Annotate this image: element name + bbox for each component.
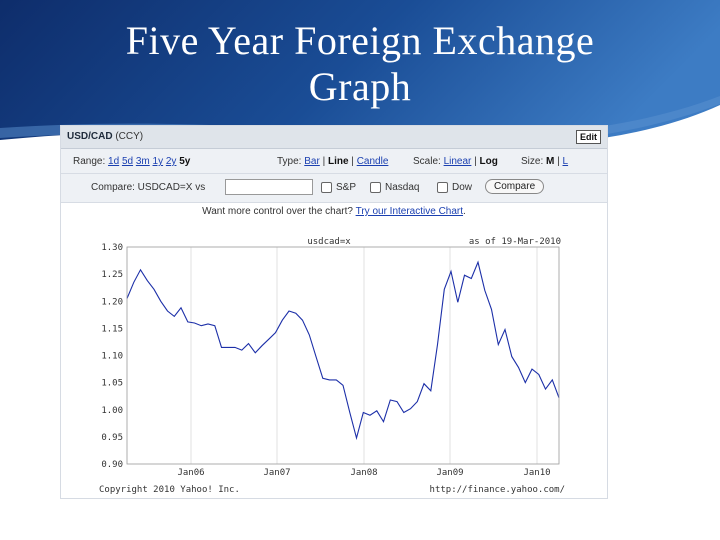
y-tick-label: 1.25 bbox=[101, 270, 123, 280]
y-axis-ticks: 1.30 1.25 1.20 1.15 1.10 1.05 1.00 0.95 0.90 bbox=[101, 243, 123, 470]
interactive-chart-promo: Want more control over the chart? Try ou… bbox=[61, 203, 607, 221]
symbol-title: USD/CAD (CCY) bbox=[67, 131, 143, 142]
type-line-selected: Line bbox=[327, 156, 349, 167]
range-3m-link[interactable]: 3m bbox=[135, 156, 150, 167]
y-tick-label: 1.20 bbox=[101, 297, 123, 307]
y-tick-label: 0.90 bbox=[101, 460, 123, 470]
size-l-link[interactable]: L bbox=[562, 156, 569, 167]
plot-area-border bbox=[126, 246, 560, 465]
type-candle-link[interactable]: Candle bbox=[356, 156, 389, 167]
range-selector: Range: 1d 5d 3m 1y 2y 5y bbox=[73, 156, 190, 167]
dow-checkbox[interactable] bbox=[437, 182, 448, 193]
exchange-rate-chart: usdcad=x as of 19-Mar-2010 1.301.251.201… bbox=[99, 237, 565, 495]
chart-panel: USD/CAD (CCY) Edit Range: 1d 5d 3m 1y 2y… bbox=[60, 125, 608, 499]
range-5d-link[interactable]: 5d bbox=[121, 156, 134, 167]
chart-date-note: as of 19-Mar-2010 bbox=[469, 237, 561, 247]
x-tick-label: Jan07 bbox=[263, 468, 290, 478]
range-2y-link[interactable]: 2y bbox=[165, 156, 177, 167]
slide-title-line-2: Graph bbox=[308, 64, 412, 109]
type-bar-link[interactable]: Bar bbox=[304, 156, 320, 167]
type-selector: Type: Bar | Line | Candle bbox=[277, 156, 389, 167]
x-tick-label: Jan08 bbox=[350, 468, 377, 478]
x-axis-ticks: Jan06 Jan07 Jan08 Jan09 Jan10 bbox=[177, 468, 550, 478]
chart-grid bbox=[190, 247, 538, 464]
slide-title: Five Year Foreign Exchange Graph bbox=[0, 18, 720, 110]
chart-title: usdcad=x bbox=[307, 237, 351, 247]
range-5y-selected: 5y bbox=[179, 156, 191, 167]
x-tick-label: Jan06 bbox=[177, 468, 204, 478]
compare-label: Compare: USDCAD=X vs bbox=[91, 182, 206, 193]
y-tick-label: 0.95 bbox=[101, 433, 123, 443]
range-1y-link[interactable]: 1y bbox=[152, 156, 164, 167]
sp-checkbox-label: S&P bbox=[336, 182, 357, 193]
scale-linear-link[interactable]: Linear bbox=[443, 156, 472, 167]
chart-header: USD/CAD (CCY) Edit bbox=[61, 126, 607, 149]
scale-log-option[interactable]: Log bbox=[479, 156, 498, 167]
chart-options-row: Range: 1d 5d 3m 1y 2y 5y Type: Bar | Lin… bbox=[61, 149, 607, 174]
y-tick-label: 1.05 bbox=[101, 379, 123, 389]
compare-button[interactable]: Compare bbox=[485, 179, 545, 194]
interactive-chart-link[interactable]: Try our Interactive Chart bbox=[355, 206, 464, 217]
usdcad-series-line bbox=[126, 260, 560, 441]
type-label: Type: bbox=[277, 156, 302, 167]
chart-source-url: http://finance.yahoo.com/ bbox=[430, 485, 565, 495]
compare-symbol-input[interactable] bbox=[225, 179, 313, 195]
size-selector: Size: M | L bbox=[521, 156, 569, 167]
y-tick-label: 1.00 bbox=[101, 406, 123, 416]
slide-title-line-1: Five Year Foreign Exchange bbox=[125, 18, 595, 63]
x-tick-label: Jan10 bbox=[523, 468, 550, 478]
range-1d-link[interactable]: 1d bbox=[108, 156, 120, 167]
interactive-chart-period: . bbox=[463, 206, 466, 217]
y-tick-label: 1.15 bbox=[101, 324, 123, 334]
dow-checkbox-label: Dow bbox=[452, 182, 473, 193]
nasdaq-checkbox-label: Nasdaq bbox=[385, 182, 420, 193]
y-tick-label: 1.30 bbox=[101, 243, 123, 253]
compare-row: Compare: USDCAD=X vs S&P Nasdaq Dow Comp… bbox=[61, 174, 607, 203]
size-label: Size: bbox=[521, 156, 544, 167]
scale-selector: Scale: Linear | Log bbox=[413, 156, 498, 167]
interactive-chart-text: Want more control over the chart? bbox=[202, 206, 353, 217]
chart-copyright: Copyright 2010 Yahoo! Inc. bbox=[99, 485, 240, 495]
x-tick-label: Jan09 bbox=[436, 468, 463, 478]
scale-label: Scale: bbox=[413, 156, 441, 167]
symbol-name: USD/CAD bbox=[67, 131, 113, 142]
range-label: Range: bbox=[73, 156, 106, 167]
y-tick-label: 1.10 bbox=[101, 352, 123, 362]
size-m-selected: M bbox=[546, 156, 555, 167]
edit-button[interactable]: Edit bbox=[576, 130, 601, 144]
nasdaq-checkbox[interactable] bbox=[370, 182, 381, 193]
currency-label: (CCY) bbox=[115, 131, 144, 142]
sp-checkbox[interactable] bbox=[321, 182, 332, 193]
